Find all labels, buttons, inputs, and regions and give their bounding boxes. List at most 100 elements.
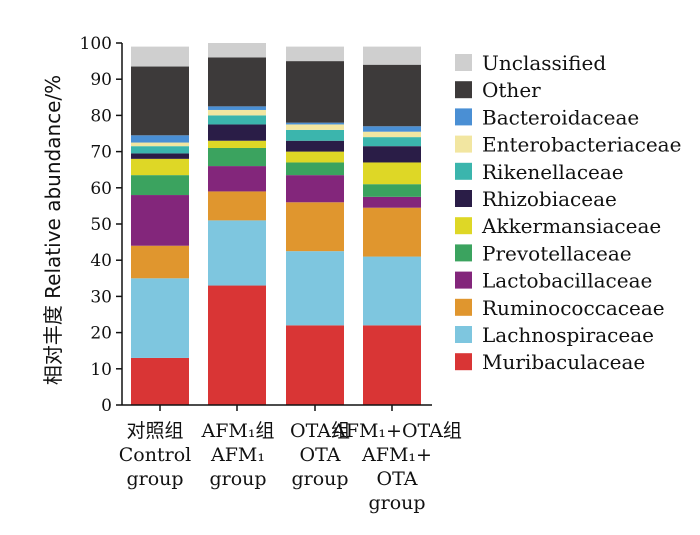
bar-segment-muribaculaceae-4 [363,325,421,405]
x-category-label: group [368,492,425,514]
legend-label-lactobacillaceae: Lactobacillaceae [482,269,652,293]
legend-swatch-unclassified [455,54,472,71]
bar-segment-prevotellaceae-4 [363,184,421,197]
x-category-label: AFM₁组 [201,420,275,442]
legend-swatch-bacteroidaceae [455,108,472,126]
bar-segment-prevotellaceae-3 [286,162,344,176]
legend-swatch-lactobacillaceae [455,271,472,289]
legend-label-other: Other [482,78,541,102]
legend-swatch-other [455,81,472,99]
bar-segment-lactobacillaceae-1 [131,195,189,246]
bar-segment-ruminococcaceae-2 [208,191,266,221]
bar-segment-other-4 [363,64,421,127]
bar-segment-lachnospiraceae-2 [208,220,266,286]
x-category-label: group [291,468,348,490]
bars-layer [131,43,421,405]
legend-swatch-akkermansiaceae [455,217,472,235]
x-category-label: AFM₁ [210,444,265,466]
bar-segment-unclassified-3 [286,46,344,62]
bar-segment-unclassified-2 [208,43,266,58]
bar-segment-unclassified-1 [131,46,189,67]
legend-swatch-ruminococcaceae [455,298,472,316]
y-tick-label: 20 [90,324,112,344]
x-category-labels: 对照组ControlgroupAFM₁组AFM₁groupOTA组OTAgrou… [119,420,462,514]
y-axis: 0 10 20 30 40 50 60 70 80 90 100 [80,34,432,416]
bar-segment-bacteroidaceae-3 [286,122,344,125]
bar-segment-ruminococcaceae-3 [286,202,344,252]
x-category-label: OTA [377,468,418,490]
y-tick-label: 60 [90,179,112,199]
legend-label-rikenellaceae: Rikenellaceae [482,160,624,184]
bar-segment-bacteroidaceae-1 [131,135,189,143]
bar-segment-akkermansiaceae-1 [131,158,189,176]
x-category-label: OTA组 [290,420,350,442]
y-tick-label: 0 [101,396,112,416]
legend-swatch-enterobacteriaceae [455,135,472,153]
bar-segment-ruminococcaceae-1 [131,245,189,279]
x-category-label: Control [119,444,191,466]
y-tick-label: 70 [90,143,112,163]
bar-segment-bacteroidaceae-4 [363,126,421,132]
y-tick-label: 40 [90,251,112,271]
x-category-label: 对照组 [126,420,183,442]
bar-segment-prevotellaceae-1 [131,175,189,196]
x-category-label: AFM₁+ [361,444,432,466]
x-category-label: OTA [300,444,341,466]
bar-segment-rikenellaceae-3 [286,129,344,141]
legend-label-enterobacteriaceae: Enterobacteriaceae [482,133,681,157]
x-category-label: group [209,468,266,490]
legend-swatch-rhizobiaceae [455,190,472,207]
legend-label-prevotellaceae: Prevotellaceae [482,241,632,265]
bar-segment-akkermansiaceae-4 [363,162,421,185]
bar-segment-enterobacteriaceae-3 [286,124,344,130]
bar-segment-lachnospiraceae-3 [286,251,344,326]
bar-segment-muribaculaceae-3 [286,325,344,405]
bar-segment-other-3 [286,61,344,123]
y-tick-label: 100 [80,34,112,54]
bar-segment-muribaculaceae-2 [208,285,266,405]
bar-segment-enterobacteriaceae-1 [131,142,189,147]
bar-segment-rhizobiaceae-2 [208,124,266,141]
legend-label-rhizobiaceae: Rhizobiaceae [482,187,617,211]
bar-segment-rikenellaceae-4 [363,137,421,147]
y-tick-label: 80 [90,106,112,126]
legend-label-bacteroidaceae: Bacteroidaceae [482,105,639,129]
x-category-label: group [126,468,183,490]
bar-segment-lachnospiraceae-1 [131,278,189,358]
bar-segment-rikenellaceae-1 [131,146,189,154]
legend-label-muribaculaceae: Muribaculaceae [482,350,645,374]
legend-label-unclassified: Unclassified [482,51,606,75]
bar-segment-enterobacteriaceae-2 [208,109,266,116]
bar-segment-akkermansiaceae-3 [286,151,344,163]
bar-segment-enterobacteriaceae-4 [363,131,421,138]
bar-segment-other-1 [131,66,189,136]
y-tick-label: 10 [90,360,112,380]
bar-segment-akkermansiaceae-2 [208,140,266,148]
x-category-label: AFM₁+OTA组 [331,420,462,442]
bar-segment-prevotellaceae-2 [208,147,266,167]
bar-segment-rhizobiaceae-3 [286,140,344,152]
bar-segment-muribaculaceae-1 [131,357,189,405]
y-tick-label: 50 [90,215,112,235]
legend-label-lachnospiraceae: Lachnospiraceae [482,323,654,347]
bar-segment-lachnospiraceae-4 [363,256,421,326]
bar-segment-lactobacillaceae-4 [363,196,421,208]
legend-label-ruminococcaceae: Ruminococcaceae [482,296,665,320]
bar-segment-bacteroidaceae-2 [208,106,266,110]
bar-segment-lactobacillaceae-3 [286,175,344,203]
legend-swatch-muribaculaceae [455,353,472,371]
legend: Unclassified Other Bacteroidaceae Enterobac… [455,51,681,374]
bar-segment-rikenellaceae-2 [208,115,266,125]
legend-swatch-prevotellaceae [455,244,472,262]
y-axis-title: 相对丰度 Relative abundance/% [41,75,65,385]
legend-swatch-rikenellaceae [455,162,472,180]
y-tick-label: 90 [90,70,112,90]
legend-label-akkermansiaceae: Akkermansiaceae [481,214,661,238]
bar-segment-lactobacillaceae-2 [208,166,266,192]
y-tick-label: 30 [90,287,112,307]
bar-segment-ruminococcaceae-4 [363,207,421,257]
bar-segment-rhizobiaceae-1 [131,153,189,159]
bar-segment-rhizobiaceae-4 [363,146,421,163]
bar-segment-other-2 [208,57,266,107]
